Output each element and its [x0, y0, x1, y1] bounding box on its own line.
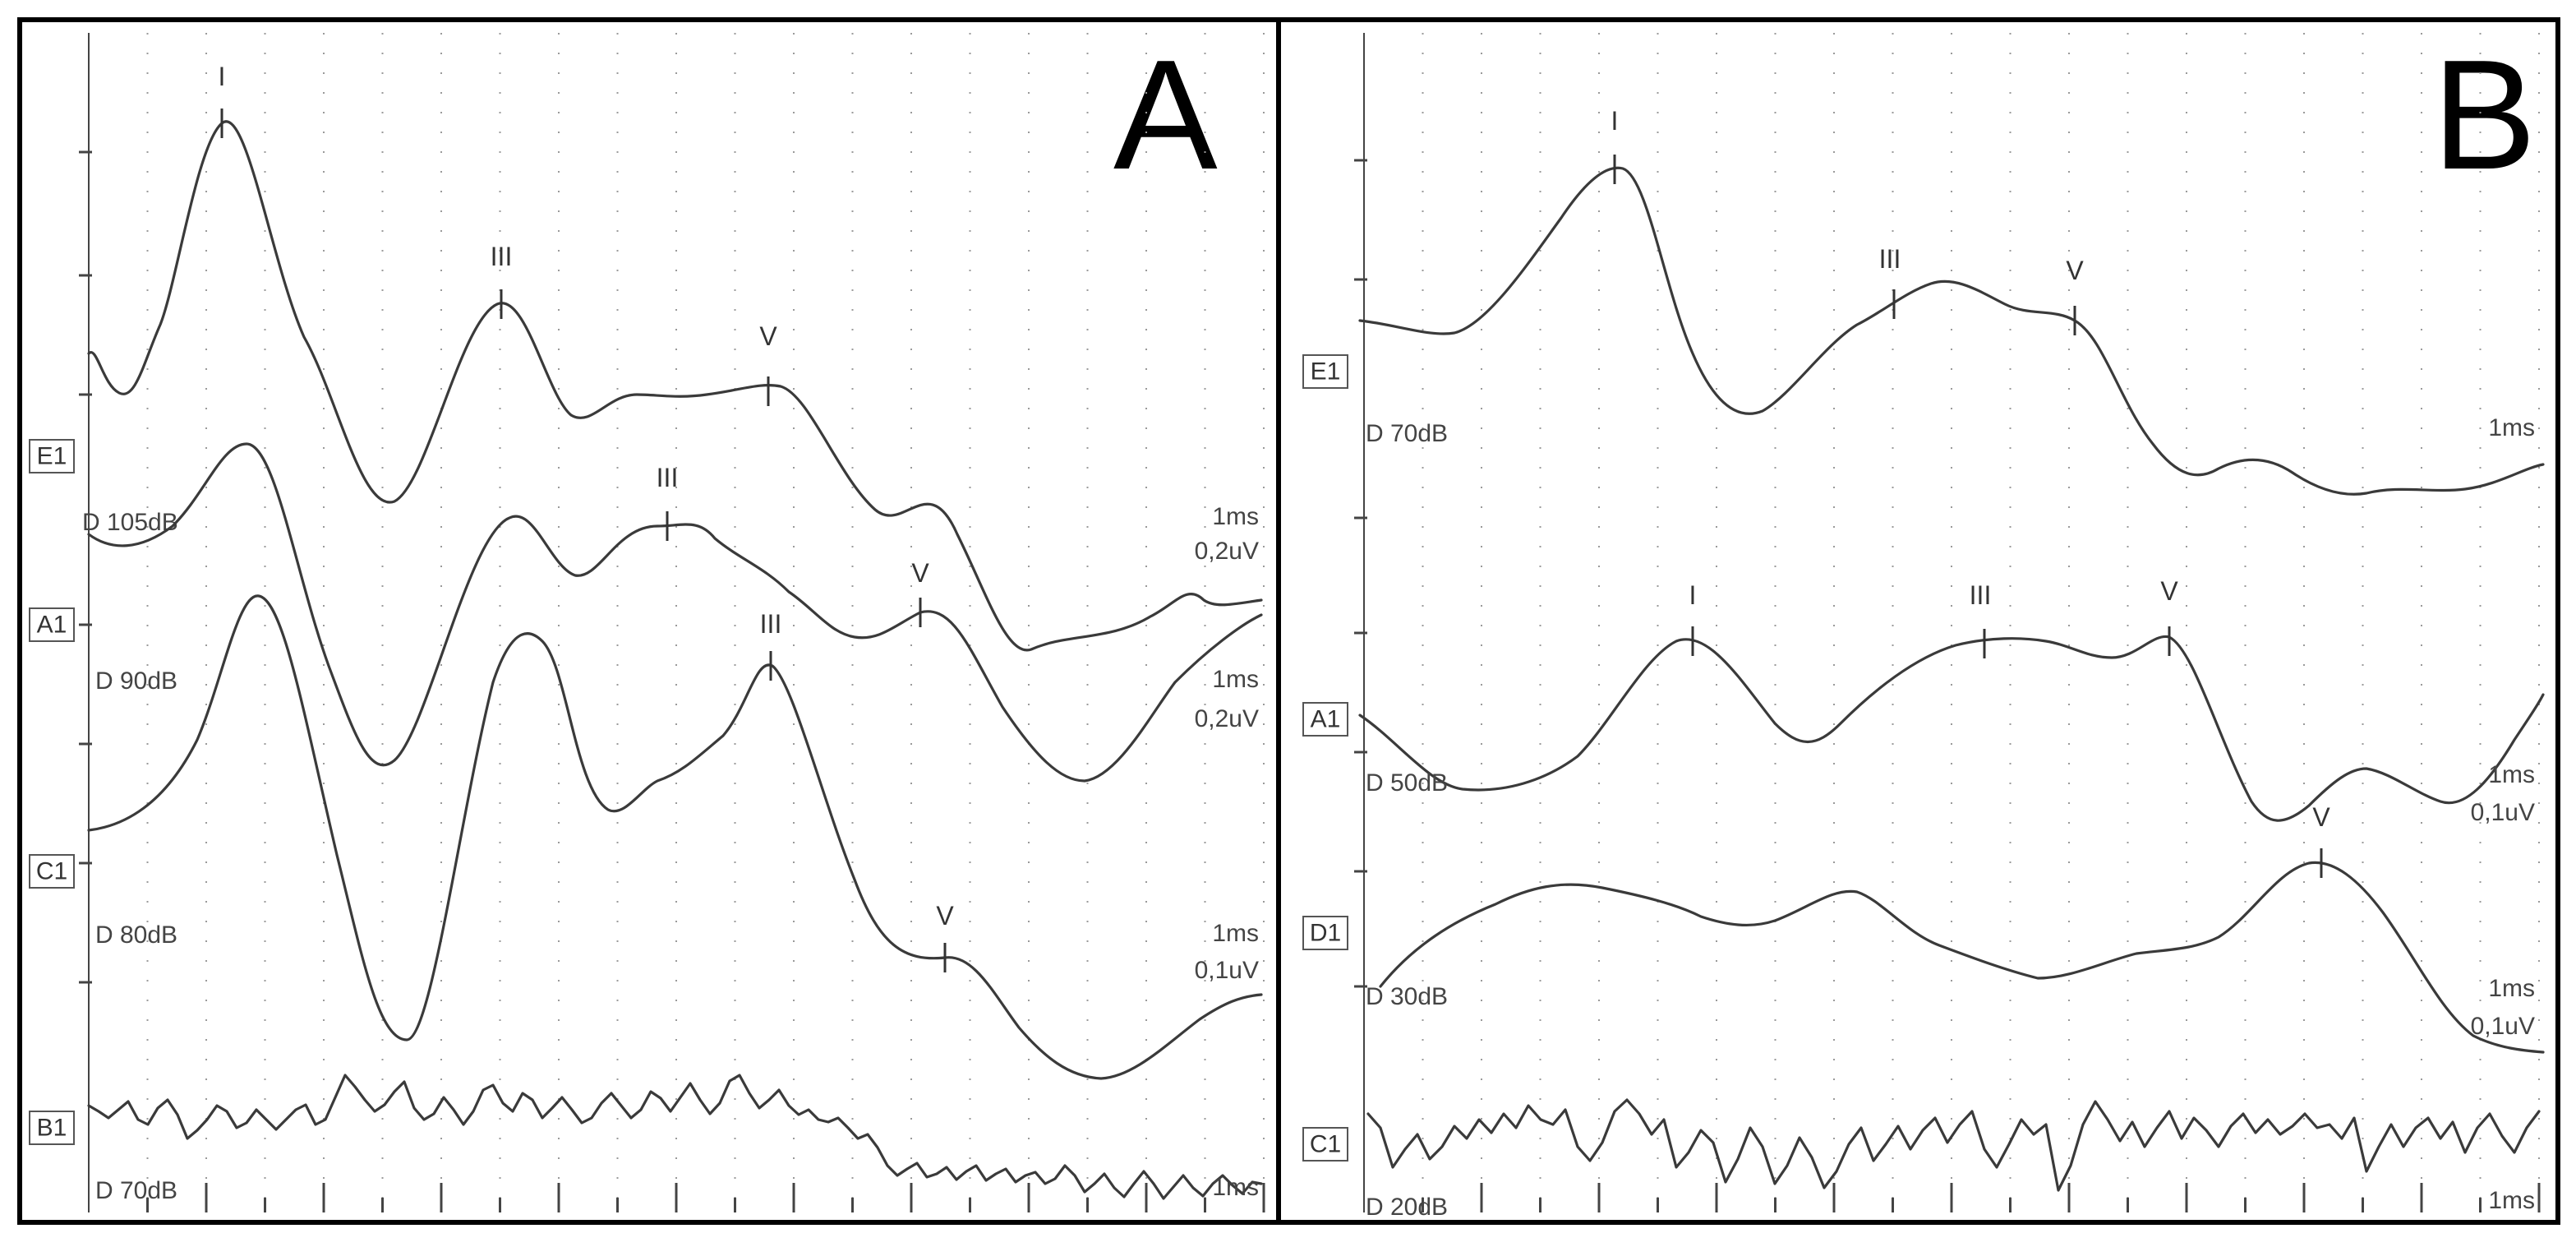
panel-b-trace-e1: I III V E1 D 70dB 1ms: [1302, 106, 2545, 496]
panel-a-c1-peak-iii-label: III: [760, 609, 782, 639]
panel-a-waveform-c1: [87, 594, 1263, 1080]
panel-a-a1-channel-box: [29, 607, 75, 642]
panel-a-e1-peak-iii-label: III: [491, 242, 513, 271]
panel-b-e1-peak-i-label: I: [1611, 106, 1619, 136]
panel-a-letter: A: [1113, 28, 1218, 202]
panel-a-trace-b1: B1 D 70dB 1ms: [29, 1074, 1263, 1204]
panel-b-waveform-c1: [1366, 1098, 2541, 1192]
panel-b-a1-peak-i-label: I: [1689, 580, 1697, 610]
panel-a-waveform-e1: [87, 120, 1263, 652]
panel-b-waveform-a1: [1358, 635, 2545, 822]
panel-a-e1-peak-v-label: V: [759, 321, 777, 351]
panel-b-e1-peak-v-label: V: [2066, 256, 2084, 285]
panel-a-a1-peak-iii-label: III: [657, 463, 679, 492]
panel-b-a1-channel-box: [1302, 702, 1348, 737]
panel-a-c1-amp-scale: 0,1uV: [1195, 957, 1259, 984]
panel-b-d1-time-scale: 1ms: [2488, 975, 2535, 1002]
panel-b-e1-channel-label: E1: [1311, 358, 1341, 386]
panel-b-a1-peak-iii-label: III: [1970, 580, 1992, 610]
panel-b-d1-amp-scale: 0,1uV: [2471, 1013, 2535, 1040]
panel-b-c1-stimulus-level: D 20dB: [1366, 1194, 1448, 1221]
panel-b-letter: B: [2432, 28, 2537, 202]
panel-a-e1-time-scale: 1ms: [1212, 503, 1259, 530]
panel-b-d1-channel-box: [1302, 916, 1348, 950]
panel-b-e1-peak-iii-label: III: [1879, 244, 1901, 274]
panel-b-trace-d1: V D1 D 30dB 1ms 0,1uV: [1302, 802, 2545, 1054]
panel-a-e1-amp-scale: 0,2uV: [1195, 538, 1259, 565]
panel-b: B I III V E1 D 70dB 1ms I III V A1 D 50d…: [1276, 17, 2560, 1225]
panel-b-d1-stimulus-level: D 30dB: [1366, 983, 1448, 1010]
panel-b-e1-stimulus-level: D 70dB: [1366, 420, 1448, 447]
panel-a-trace-c1: III V C1 D 80dB 1ms 0,1uV: [29, 594, 1263, 1080]
panel-b-trace-c1: C1 D 20dB 1ms: [1302, 1098, 2541, 1221]
panel-a-waveform-b1: [87, 1074, 1263, 1200]
panel-a-a1-stimulus-level: D 90dB: [95, 667, 177, 695]
panel-b-e1-time-scale: 1ms: [2488, 414, 2535, 441]
panel-a-c1-channel-label: C1: [36, 858, 67, 885]
panel-b-d1-peak-v-label: V: [2312, 802, 2330, 832]
panel-b-trace-a1: I III V A1 D 50dB 1ms 0,1uV: [1302, 576, 2545, 826]
panel-a-a1-peak-v-label: V: [911, 558, 929, 588]
panel-a-trace-e1: I III V E1 D 105dB 1ms 0,2uV: [29, 62, 1263, 652]
panel-a-b1-channel-label: B1: [37, 1115, 67, 1142]
panel-a-b1-channel-box: [29, 1111, 75, 1145]
panel-a-waveform-a1: [87, 442, 1263, 783]
panel-a-c1-peak-v-label: V: [936, 901, 954, 931]
panel-b-c1-channel-label: C1: [1310, 1131, 1341, 1158]
panel-a-e1-stimulus-level: D 105dB: [82, 509, 178, 536]
panel-b-waveform-e1: [1358, 166, 2545, 496]
panel-b-c1-time-scale: 1ms: [2488, 1187, 2535, 1214]
panel-a-b1-stimulus-level: D 70dB: [95, 1177, 177, 1204]
panel-b-a1-amp-scale: 0,1uV: [2471, 799, 2535, 826]
panel-b-a1-channel-label: A1: [1311, 706, 1341, 733]
panel-b-a1-stimulus-level: D 50dB: [1366, 769, 1448, 797]
panel-a-frame: [17, 17, 1281, 1225]
panel-a: A I III V E1 D 105dB 1ms 0,2uV III V A1 …: [17, 17, 1281, 1225]
panel-b-frame: [1276, 17, 2560, 1225]
panel-b-grid: [1354, 33, 2541, 1212]
panel-a-a1-amp-scale: 0,2uV: [1195, 705, 1259, 732]
panel-a-a1-channel-label: A1: [37, 612, 67, 639]
panel-a-c1-channel-box: [29, 854, 75, 889]
panel-b-a1-peak-v-label: V: [2160, 576, 2178, 606]
panel-b-c1-channel-box: [1302, 1127, 1348, 1162]
panel-a-trace-a1: III V A1 D 90dB 1ms 0,2uV: [29, 442, 1263, 783]
panel-a-c1-stimulus-level: D 80dB: [95, 921, 177, 949]
panel-a-grid: [79, 33, 1265, 1212]
panel-a-e1-channel-box: [29, 439, 75, 473]
panel-b-a1-time-scale: 1ms: [2488, 761, 2535, 788]
panel-a-e1-peak-i-label: I: [219, 62, 226, 91]
panel-b-waveform-d1: [1379, 861, 2545, 1054]
panel-b-d1-channel-label: D1: [1310, 920, 1341, 947]
panel-a-e1-channel-label: E1: [37, 443, 67, 470]
panel-a-c1-time-scale: 1ms: [1212, 920, 1259, 947]
panel-a-a1-time-scale: 1ms: [1212, 666, 1259, 693]
panel-b-e1-channel-box: [1302, 354, 1348, 389]
panel-a-b1-time-scale: 1ms: [1212, 1174, 1259, 1201]
